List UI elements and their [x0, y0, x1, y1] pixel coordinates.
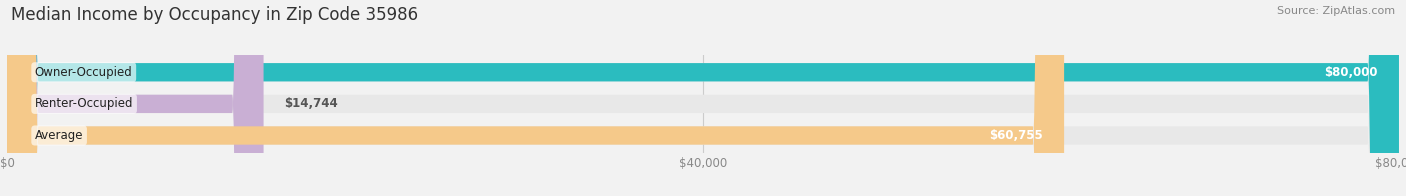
FancyBboxPatch shape — [7, 0, 1399, 196]
Text: Median Income by Occupancy in Zip Code 35986: Median Income by Occupancy in Zip Code 3… — [11, 6, 419, 24]
Text: Renter-Occupied: Renter-Occupied — [35, 97, 134, 110]
FancyBboxPatch shape — [7, 0, 1399, 196]
Text: Average: Average — [35, 129, 83, 142]
Text: $14,744: $14,744 — [284, 97, 339, 110]
FancyBboxPatch shape — [7, 0, 1064, 196]
FancyBboxPatch shape — [7, 0, 1399, 196]
FancyBboxPatch shape — [7, 0, 1399, 196]
Text: Source: ZipAtlas.com: Source: ZipAtlas.com — [1277, 6, 1395, 16]
Text: $60,755: $60,755 — [990, 129, 1043, 142]
Text: Owner-Occupied: Owner-Occupied — [35, 66, 132, 79]
Text: $80,000: $80,000 — [1324, 66, 1378, 79]
FancyBboxPatch shape — [7, 0, 263, 196]
